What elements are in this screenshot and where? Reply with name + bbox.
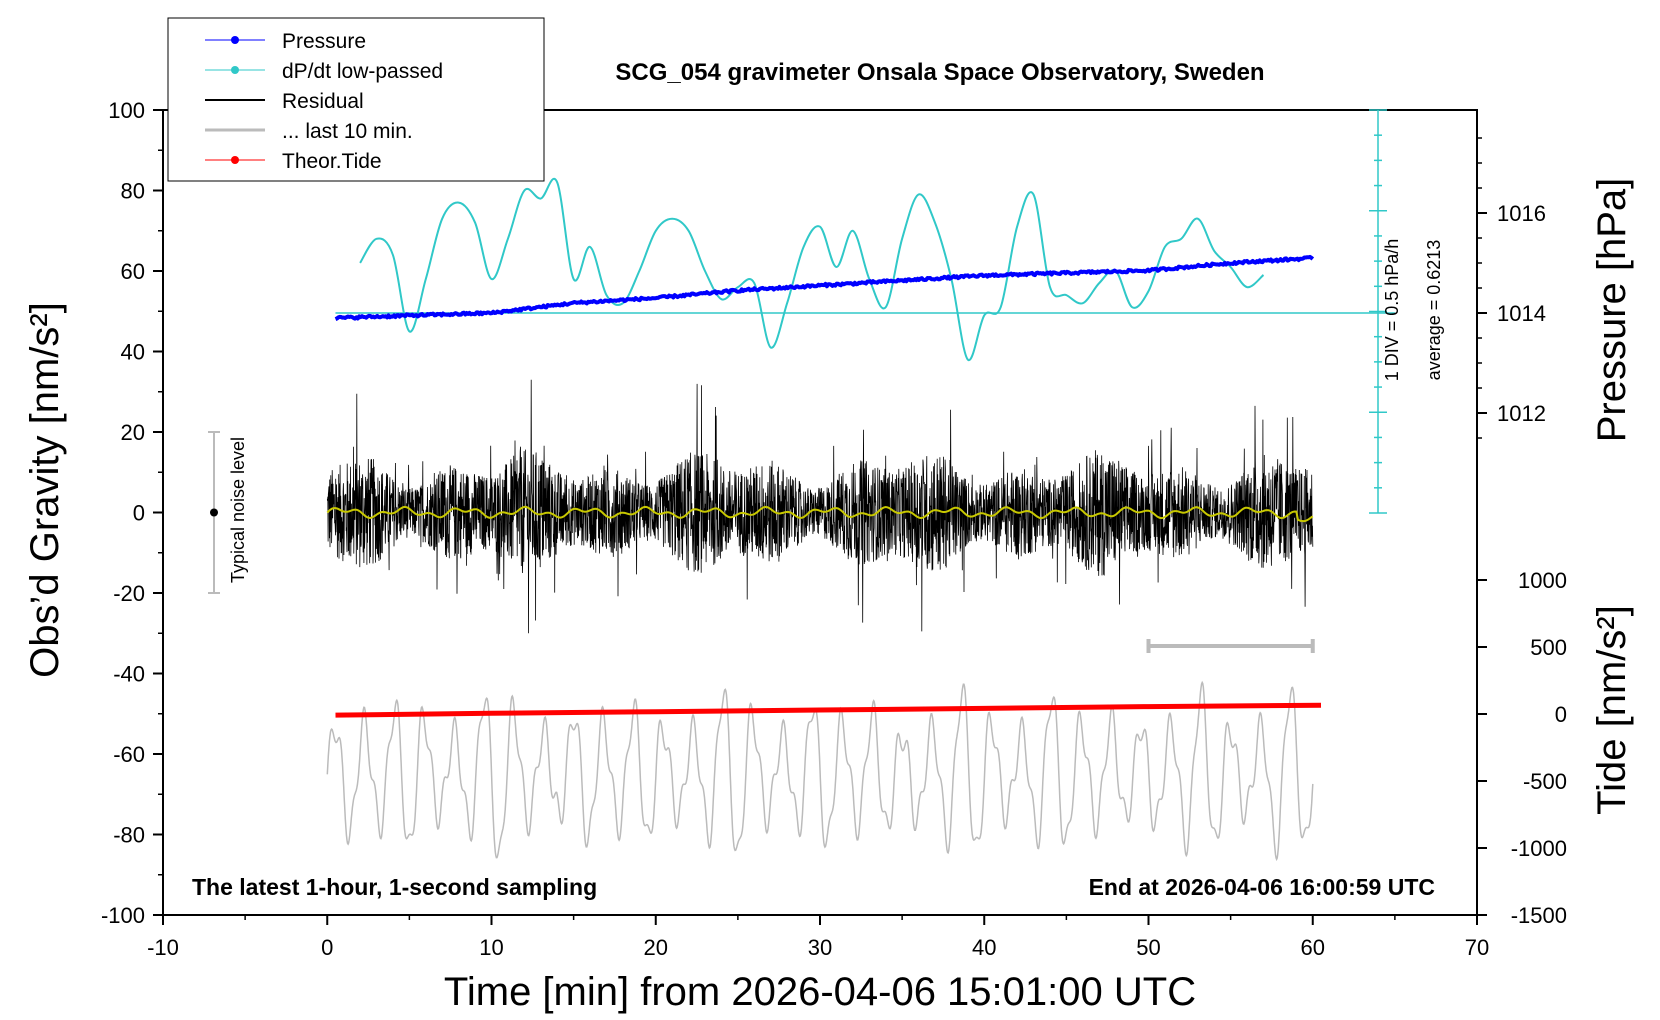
y-axis-label: Obs’d Gravity [nm/s²]	[23, 302, 67, 678]
svg-text:Pressure: Pressure	[282, 30, 366, 53]
series-residual-line	[326, 379, 1314, 634]
pressure-tick-label: 1014	[1497, 301, 1546, 326]
x-tick-label: 20	[644, 935, 668, 960]
y-tick-label: 20	[121, 420, 145, 445]
axis-ticks	[153, 109, 1487, 925]
tide-tick-label: -1500	[1511, 903, 1567, 928]
pressure-tick-label: 1016	[1497, 201, 1546, 226]
legend-item-tide: Theor.Tide	[205, 150, 382, 173]
svg-text:Residual: Residual	[282, 90, 364, 113]
y-tick-label: 40	[121, 340, 145, 365]
x-axis-label: Time [min] from 2026-04-06 15:01:00 UTC	[444, 970, 1196, 1014]
pressure-tick-label: 1012	[1497, 401, 1546, 426]
x-tick-label: 60	[1301, 935, 1325, 960]
series-tide-line	[335, 702, 1322, 718]
tide-tick-label: 0	[1555, 702, 1567, 727]
y-tick-label: -80	[113, 823, 145, 848]
average-annotation: average = 0.6213	[1424, 240, 1444, 381]
x-tick-label: 50	[1136, 935, 1160, 960]
tide-tick-label: -1000	[1511, 836, 1567, 861]
legend-item-residual: Residual	[205, 90, 364, 113]
tide-tick-label: -500	[1523, 769, 1567, 794]
noise-level-dot	[210, 508, 218, 517]
tide-tick-label: 500	[1530, 635, 1567, 660]
y-tick-label: 60	[121, 259, 145, 284]
x-tick-label: 0	[321, 935, 333, 960]
series-last10-line	[326, 680, 1314, 862]
series-layer	[208, 109, 1395, 862]
x-tick-label: 30	[808, 935, 832, 960]
bottom-right-note: End at 2026-04-06 16:00:59 UTC	[1089, 874, 1435, 900]
y-tick-label: -20	[113, 581, 145, 606]
y-tick-label: 80	[121, 179, 145, 204]
legend-item-last10: ... last 10 min.	[205, 120, 413, 143]
tide-axis-label: Tide [nm/s²]	[1590, 605, 1634, 815]
bottom-left-note: The latest 1-hour, 1-second sampling	[192, 874, 597, 900]
legend-item-dpdt: dP/dt low-passed	[205, 60, 443, 83]
y-tick-label: -40	[113, 662, 145, 687]
noise-level-label: Typical noise level	[228, 437, 248, 583]
pressure-axis-label: Pressure [hPa]	[1590, 178, 1634, 443]
y-tick-label: -60	[113, 742, 145, 767]
x-tick-label: 40	[972, 935, 996, 960]
legend: Pressure dP/dt low-passed Residual ... l…	[167, 17, 545, 182]
tide-tick-label: 1000	[1518, 568, 1567, 593]
y-tick-label: 0	[133, 501, 145, 526]
chart-title: SCG_054 gravimeter Onsala Space Observat…	[615, 59, 1264, 86]
x-tick-label: 70	[1465, 935, 1489, 960]
series-residual-smoothed-line	[326, 505, 1314, 523]
svg-text:... last 10 min.: ... last 10 min.	[282, 120, 413, 143]
div-annotation: 1 DIV = 0.5 hPa/h	[1382, 239, 1402, 382]
axis-tick-labels: -10 0 10 20 30 40 50 60 70100806040200-20-40-60-…	[101, 98, 1567, 960]
x-tick-label: 10	[479, 935, 503, 960]
svg-text:Theor.Tide: Theor.Tide	[282, 150, 382, 173]
series-pressure-line	[334, 254, 1315, 321]
y-tick-label: 100	[108, 98, 145, 123]
svg-text:dP/dt low-passed: dP/dt low-passed	[282, 60, 443, 83]
legend-item-pressure: Pressure	[205, 30, 366, 53]
y-tick-label: -100	[101, 903, 145, 928]
x-tick-label: -10	[147, 935, 179, 960]
